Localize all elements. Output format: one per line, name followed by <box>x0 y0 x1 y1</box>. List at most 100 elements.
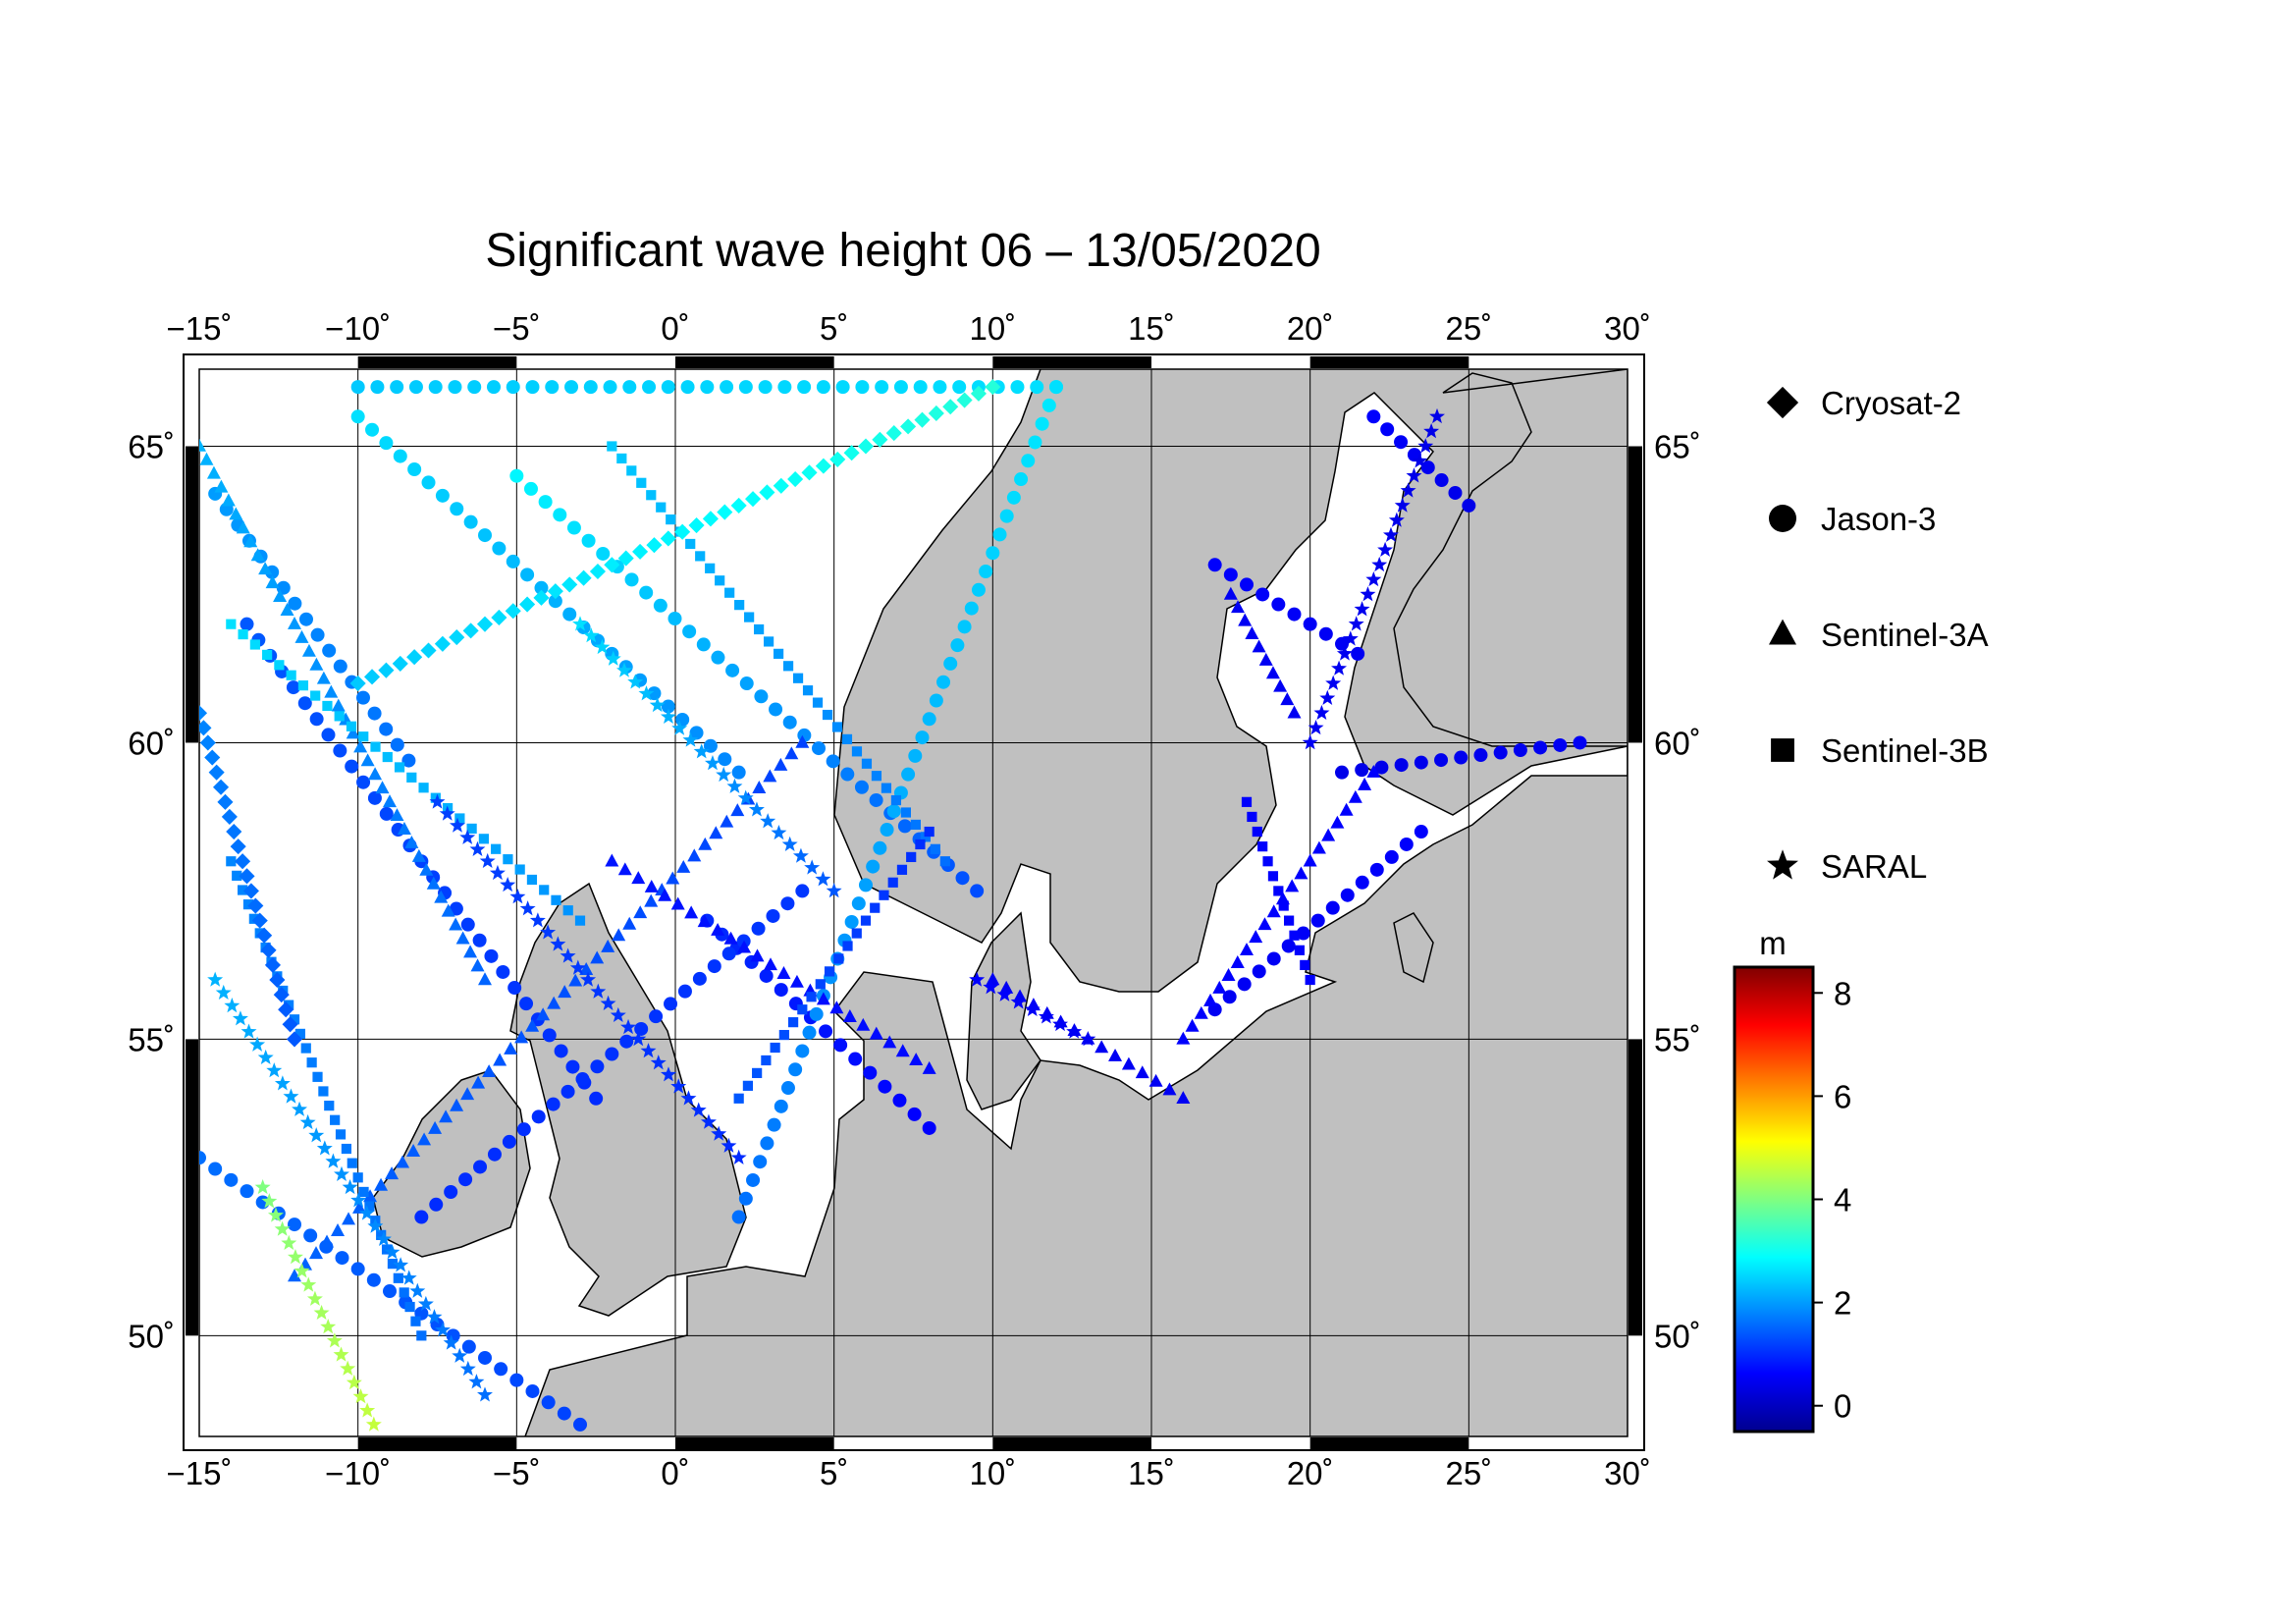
data-point-triangle <box>558 985 572 999</box>
data-point-triangle <box>1266 904 1281 918</box>
data-point-square <box>887 877 898 888</box>
data-point-circle <box>298 612 313 626</box>
data-point-triangle <box>331 1222 346 1236</box>
data-point-triangle <box>346 726 360 739</box>
data-point-square <box>370 741 381 752</box>
data-point-triangle <box>1280 692 1295 706</box>
frame-bar-left <box>186 446 198 743</box>
data-point-circle <box>322 643 337 658</box>
data-point-triangle <box>612 928 626 942</box>
data-point-circle <box>350 1262 365 1276</box>
data-point-star <box>443 1334 459 1350</box>
data-point-diamond <box>942 399 959 415</box>
diamond-icon <box>1766 386 1799 419</box>
data-point-circle <box>484 948 499 963</box>
data-point-star <box>605 650 621 666</box>
data-point-triangle <box>1185 1018 1200 1032</box>
data-point-circle <box>851 896 866 911</box>
data-point-circle <box>869 792 883 807</box>
data-point-square <box>806 992 817 1002</box>
data-point-circle <box>1533 740 1548 755</box>
data-point-circle <box>1369 862 1384 877</box>
data-point-square <box>646 490 657 501</box>
data-point-square <box>1300 959 1310 971</box>
data-point-circle <box>754 689 769 704</box>
data-point-square <box>404 1301 415 1313</box>
data-point-square <box>1257 841 1268 852</box>
data-point-diamond <box>702 511 719 527</box>
data-point-square <box>330 1114 341 1125</box>
data-point-triangle <box>374 1177 389 1191</box>
data-point-circle <box>642 380 657 395</box>
data-point-circle <box>913 380 928 395</box>
data-point-circle <box>429 1197 444 1212</box>
data-point-diamond <box>900 418 917 435</box>
data-point-circle <box>463 514 478 529</box>
data-point-square <box>562 905 573 916</box>
data-point-diamond <box>264 956 282 973</box>
data-point-circle <box>286 680 300 695</box>
frame-bar-top <box>1309 356 1469 368</box>
data-point-triangle <box>265 575 280 589</box>
data-point-circle <box>812 741 827 756</box>
data-point-circle <box>1014 472 1029 487</box>
data-point-square <box>376 1229 387 1240</box>
data-point-circle <box>486 380 501 395</box>
data-point-circle <box>649 1009 664 1024</box>
frame-bar-right <box>1629 446 1642 743</box>
data-point-circle <box>943 656 958 671</box>
data-point-circle <box>383 1284 397 1299</box>
data-point-circle <box>863 1065 878 1080</box>
data-point-circle <box>855 380 870 395</box>
data-point-circle <box>1448 485 1463 500</box>
data-point-triangle <box>750 948 765 962</box>
data-point-diamond <box>256 927 273 944</box>
data-point-triangle <box>1223 586 1238 600</box>
frame-bar-left <box>186 1039 198 1336</box>
data-point-circle <box>844 914 859 929</box>
data-point-star <box>781 836 798 851</box>
data-point-triangle <box>406 1144 421 1157</box>
lon-tick-label-top: −15˚ <box>167 310 233 347</box>
data-point-circle <box>1035 416 1049 431</box>
data-point-square <box>705 563 716 573</box>
data-point-star <box>359 1402 376 1418</box>
data-point-square <box>1241 796 1253 807</box>
data-point-triangle <box>774 757 788 771</box>
data-point-circle <box>1394 758 1409 773</box>
data-point-circle <box>950 638 965 653</box>
data-point-circle <box>366 1272 381 1287</box>
data-point-triangle <box>536 1007 551 1021</box>
colorbar-tick-label: 6 <box>1834 1078 1851 1114</box>
lon-tick-label-bottom: −5˚ <box>493 1455 541 1491</box>
data-point-square <box>770 1042 780 1054</box>
data-point-triangle <box>1013 989 1028 1002</box>
land-ireland <box>372 1069 531 1258</box>
data-point-triangle <box>199 452 214 465</box>
data-point-circle <box>407 461 422 476</box>
data-point-triangle <box>1231 600 1246 614</box>
data-point-circle <box>1399 837 1414 851</box>
data-point-square <box>262 649 273 661</box>
data-point-square <box>399 1287 409 1298</box>
data-point-circle <box>675 712 690 727</box>
data-point-circle <box>725 663 740 677</box>
data-point-star <box>334 1165 349 1181</box>
data-point-star <box>393 1257 409 1272</box>
data-point-diamond <box>533 589 550 606</box>
data-point-square <box>733 1093 744 1104</box>
data-point-triangle <box>390 808 404 822</box>
data-point-square <box>1273 886 1284 896</box>
data-point-circle <box>542 1028 557 1043</box>
data-point-circle <box>401 753 416 768</box>
data-point-square <box>787 1017 799 1028</box>
data-point-square <box>410 1316 421 1326</box>
data-point-circle <box>833 1038 848 1053</box>
data-point-triangle <box>471 1075 486 1089</box>
data-point-square <box>752 1067 763 1079</box>
data-point-star <box>711 1125 727 1141</box>
data-point-triangle <box>869 1026 883 1040</box>
data-point-square <box>666 514 676 525</box>
frame-bar-top <box>675 356 834 368</box>
lat-tick-label-left: 50˚ <box>128 1318 175 1354</box>
